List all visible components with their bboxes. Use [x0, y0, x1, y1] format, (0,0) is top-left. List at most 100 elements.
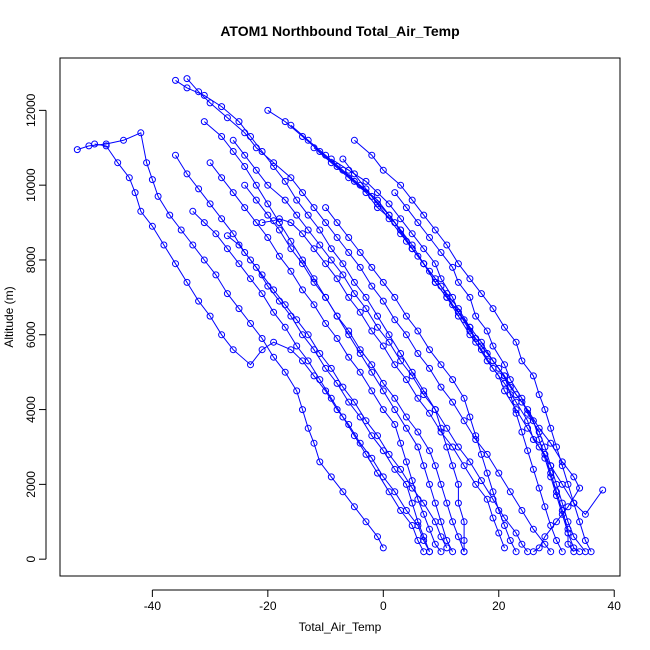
data-point [252, 166, 260, 174]
data-point [316, 241, 324, 249]
series-11 [223, 232, 451, 552]
data-point [391, 361, 399, 369]
data-point [483, 327, 491, 335]
series-line [209, 162, 442, 553]
data-point [345, 421, 353, 428]
data-point [200, 219, 208, 227]
data-point [189, 207, 197, 215]
data-point [281, 323, 289, 331]
data-point [529, 548, 537, 556]
data-point [333, 379, 341, 387]
data-point [576, 518, 584, 526]
data-point [356, 368, 364, 376]
data-point [518, 394, 526, 402]
data-point [218, 331, 226, 339]
data-point [247, 256, 254, 264]
data-point [379, 406, 387, 414]
data-point [229, 189, 237, 197]
data-point [304, 424, 312, 432]
data-point [449, 462, 457, 470]
data-point [327, 473, 335, 481]
data-point [322, 151, 330, 159]
data-point [374, 189, 381, 197]
data-point [454, 480, 462, 488]
data-point [414, 443, 422, 451]
data-point [449, 376, 457, 384]
data-point [287, 219, 295, 227]
data-point [529, 417, 537, 425]
data-point [172, 151, 179, 159]
data-point [368, 361, 376, 369]
data-point [501, 323, 508, 331]
data-point [524, 409, 532, 417]
data-point [223, 114, 231, 122]
data-point [379, 166, 387, 174]
data-point [472, 312, 480, 320]
series-15 [322, 204, 520, 556]
data-point [402, 331, 410, 339]
data-point [177, 226, 185, 234]
data-point [270, 163, 278, 170]
data-point [362, 177, 370, 185]
data-point [368, 368, 376, 376]
data-point [512, 529, 520, 537]
data-point [426, 447, 433, 455]
data-point [449, 398, 457, 406]
data-point [350, 177, 358, 185]
series-layer [73, 75, 607, 556]
data-point [114, 159, 122, 167]
series-9 [189, 207, 428, 556]
data-point [570, 533, 578, 541]
data-point [293, 196, 301, 204]
data-point [374, 323, 381, 331]
x-tick-label: 20 [492, 599, 506, 613]
y-tick-label: 0 [24, 556, 38, 563]
data-point [408, 477, 416, 485]
data-point [235, 260, 243, 268]
series-10 [258, 215, 508, 552]
data-point [506, 488, 514, 496]
data-point [264, 181, 272, 189]
data-point [570, 473, 578, 481]
series-line [394, 192, 586, 553]
data-point [518, 428, 526, 436]
data-point [402, 424, 410, 432]
data-point [247, 275, 254, 283]
data-point [356, 346, 364, 354]
data-point [506, 376, 514, 384]
data-point [518, 540, 526, 548]
data-point [385, 338, 393, 346]
data-point [200, 118, 208, 126]
data-point [189, 241, 197, 249]
data-point [483, 469, 491, 477]
data-point [391, 189, 399, 197]
data-point [316, 226, 324, 234]
series-line [203, 121, 454, 552]
data-point [524, 447, 532, 455]
data-point [541, 443, 549, 451]
data-point [581, 510, 589, 518]
data-point [345, 353, 353, 361]
data-point [172, 260, 179, 268]
series-line [175, 154, 430, 552]
data-point [368, 387, 376, 395]
data-point [535, 544, 543, 552]
data-point [408, 196, 416, 204]
data-point [218, 103, 226, 111]
data-point [408, 230, 416, 238]
data-point [397, 350, 405, 357]
data-point [564, 518, 572, 526]
data-point [495, 364, 503, 372]
data-point [350, 290, 358, 298]
data-point [339, 166, 347, 174]
data-point [431, 518, 439, 526]
data-point [241, 204, 249, 212]
data-point [431, 540, 439, 548]
data-point [143, 159, 151, 167]
data-point [431, 260, 439, 268]
data-point [327, 256, 335, 264]
data-point [252, 196, 260, 204]
data-point [223, 290, 231, 298]
data-point [408, 522, 416, 529]
